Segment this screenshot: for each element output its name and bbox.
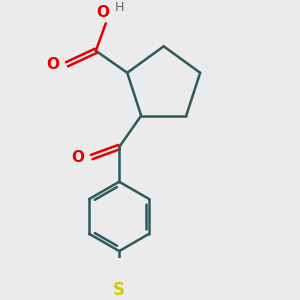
Text: O: O xyxy=(97,5,110,20)
Text: O: O xyxy=(46,57,60,72)
Text: O: O xyxy=(71,149,84,164)
Text: S: S xyxy=(113,281,125,299)
Text: H: H xyxy=(115,1,124,14)
